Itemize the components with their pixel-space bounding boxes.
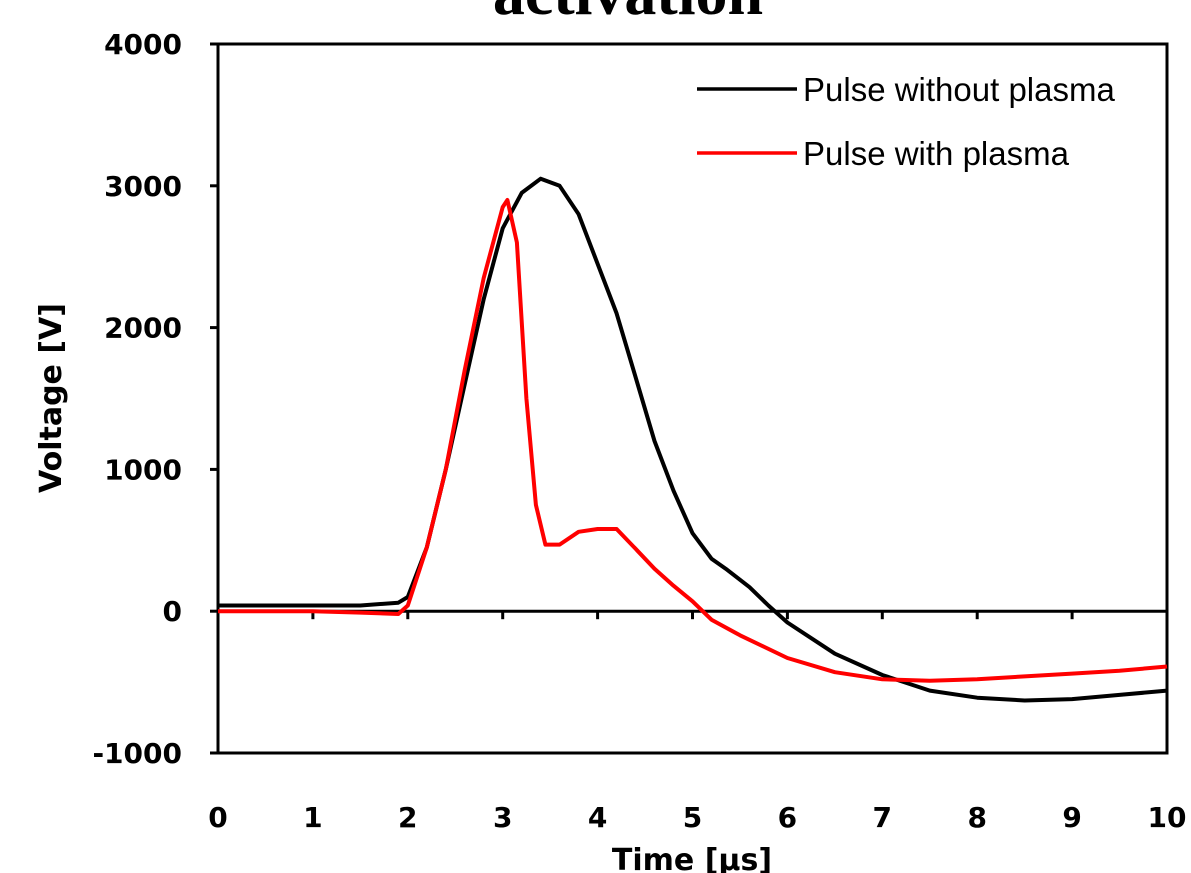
- legend: Pulse without plasma Pulse with plasma: [697, 71, 1115, 172]
- chart-title: activation: [493, 0, 763, 28]
- x-tick-label: 4: [588, 801, 607, 834]
- plot-area-frame: [216, 42, 1169, 755]
- x-axis-title: Time [µs]: [612, 843, 772, 873]
- x-tick-label: 8: [967, 801, 986, 834]
- y-tick-label: 1000: [104, 453, 182, 486]
- legend-label-pulse-with-plasma: Pulse with plasma: [803, 135, 1070, 172]
- series-line-pulse-with-plasma: [218, 198, 1168, 683]
- y-tick-label: 0: [163, 595, 182, 628]
- axis-layer: 0 1 2 3 4 5 6 7 8 9 10 4000 3000 2000 1000 0 -1000: [92, 28, 1186, 834]
- x-tick-label: 3: [493, 801, 512, 834]
- x-tick-label: 1: [303, 801, 322, 834]
- x-tick-label: 5: [683, 801, 702, 834]
- legend-label-pulse-without-plasma: Pulse without plasma: [803, 71, 1115, 108]
- x-tick-label: 0: [208, 801, 227, 834]
- x-tick-label: 2: [398, 801, 417, 834]
- x-tick-label: 10: [1148, 801, 1187, 834]
- x-tick-label: 6: [778, 801, 797, 834]
- y-tick-label: 2000: [104, 312, 182, 345]
- y-tick-label: 3000: [104, 170, 182, 203]
- series-line-pulse-without-plasma: [218, 176, 1168, 703]
- series-layer: [218, 176, 1168, 703]
- x-tick-label: 7: [873, 801, 892, 834]
- y-tick-label: -1000: [92, 737, 182, 770]
- y-axis-title: Voltage [V]: [34, 303, 69, 493]
- x-tick-label: 9: [1062, 801, 1081, 834]
- y-tick-label: 4000: [104, 28, 182, 61]
